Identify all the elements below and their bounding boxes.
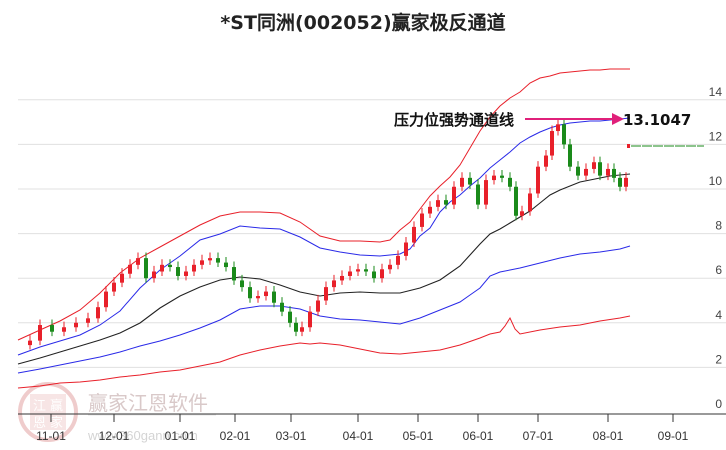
y-tick-label: 0 [715, 397, 722, 411]
pressure-label: 压力位强势通道线 [394, 111, 514, 129]
price-candles [28, 118, 628, 350]
x-tick-label: 09-01 [658, 429, 689, 443]
gridlines [18, 99, 726, 368]
watermark-seal-char: 恩 [33, 416, 46, 431]
x-tick-label: 01-01 [165, 429, 196, 443]
y-tick-label: 4 [715, 308, 722, 322]
x-tick-label: 06-01 [463, 429, 494, 443]
middle-line [17, 173, 631, 365]
watermark-brand: 赢家江恩软件 [88, 391, 208, 415]
x-tick-label: 07-01 [523, 429, 554, 443]
x-tick-label: 05-01 [403, 429, 434, 443]
watermark-url: www.360gann.com [87, 428, 198, 443]
x-tick-label: 04-01 [343, 429, 374, 443]
x-tick-label: 08-01 [593, 429, 624, 443]
x-tick-label: 12-01 [99, 429, 130, 443]
watermark-seal-char: 家 [50, 415, 63, 431]
y-tick-label: 6 [715, 263, 722, 277]
y-tick-label: 12 [709, 129, 723, 143]
pressure-arrow-head [612, 113, 624, 125]
y-tick-label: 2 [715, 352, 722, 366]
chart-title: *ST同洲(002052)赢家极反通道 [220, 12, 506, 34]
pressure-value: 13.1047 [623, 111, 691, 129]
lower-inner-channel-line [17, 245, 631, 374]
watermark-seal-char: 赢 [50, 398, 63, 414]
x-tick-label: 11-01 [36, 429, 66, 443]
x-tick-label: 03-01 [276, 429, 307, 443]
x-tick-label: 02-01 [220, 429, 251, 443]
x-axis-ticks: 11-01 12-01 01-01 02-01 03-01 04-01 05-01 06-01… [36, 414, 689, 443]
latest-price-marker [627, 144, 630, 148]
y-tick-label: 8 [715, 219, 722, 233]
lower-outer-channel-line [17, 315, 631, 389]
watermark-logo: 江 赢 恩 家 [18, 382, 78, 442]
upper-outer-channel-line [17, 68, 630, 341]
y-tick-label: 10 [709, 174, 723, 188]
y-tick-label: 14 [709, 85, 723, 99]
y-axis-labels: 0 2 4 6 8 10 12 14 [709, 85, 723, 411]
watermark-seal-char: 江 [33, 399, 46, 414]
